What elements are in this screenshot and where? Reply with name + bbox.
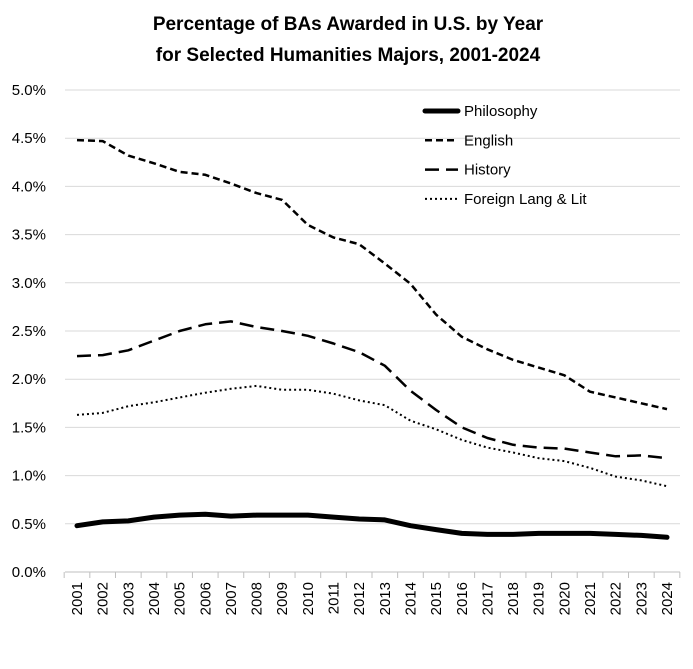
x-tick-label: 2002 xyxy=(95,582,112,615)
chart-title-line-1: Percentage of BAs Awarded in U.S. by Yea… xyxy=(153,14,544,35)
legend-label: English xyxy=(464,132,513,149)
y-tick-label: 4.5% xyxy=(12,130,46,147)
x-tick-label: 2022 xyxy=(608,582,625,615)
y-tick-label: 3.0% xyxy=(12,275,46,292)
y-axis-ticks: 0.0% 0.5% 1.0% 1.5% 2.0% 2.5% 3.0% 3.5% 4.0% 4.5%… xyxy=(12,82,46,581)
x-tick-label: 2009 xyxy=(274,582,291,615)
x-tick-label: 2011 xyxy=(326,582,343,614)
y-tick-label: 2.5% xyxy=(12,323,46,340)
series-line xyxy=(76,384,668,488)
y-tick-label: 0.0% xyxy=(12,564,46,581)
gridlines xyxy=(65,89,680,525)
x-tick-label: 2021 xyxy=(582,582,599,615)
x-tick-label: 2005 xyxy=(172,582,189,615)
y-tick-label: 4.0% xyxy=(12,178,46,195)
x-tick-label: 2023 xyxy=(633,582,650,615)
legend-label: Philosophy xyxy=(464,103,538,120)
y-tick-label: 1.0% xyxy=(12,468,46,485)
legend: Philosophy English History Foreign Lang & L… xyxy=(422,103,587,208)
legend-label: Foreign Lang & Lit xyxy=(464,191,587,208)
x-tick-label: 2004 xyxy=(146,582,163,615)
x-tick-label: 2017 xyxy=(479,582,496,615)
x-tick-label: 2007 xyxy=(223,582,240,615)
series-line xyxy=(74,511,670,540)
x-tick-label: 2019 xyxy=(531,582,548,615)
x-tick-label: 2015 xyxy=(428,582,445,615)
x-tick-label: 2008 xyxy=(249,582,266,615)
y-tick-label: 2.0% xyxy=(12,371,46,388)
x-tick-label: 2006 xyxy=(197,582,214,615)
x-tick-label: 2024 xyxy=(659,582,676,615)
x-tick-label: 2018 xyxy=(505,582,522,615)
x-tick-label: 2012 xyxy=(351,582,368,615)
x-tick-label: 2001 xyxy=(69,582,86,615)
series-lines xyxy=(74,138,670,540)
legend-label: History xyxy=(464,162,511,179)
y-tick-label: 3.5% xyxy=(12,227,46,244)
x-tick-label: 2016 xyxy=(454,582,471,615)
x-tick-label: 2010 xyxy=(300,582,317,615)
y-tick-label: 5.0% xyxy=(12,82,46,99)
x-axis: 2001 2002 2003 2004 2005 2006 2007 2008 2009 2010… xyxy=(63,571,681,615)
x-tick-label: 2020 xyxy=(556,582,573,615)
chart-title-line-2: for Selected Humanities Majors, 2001-202… xyxy=(156,45,541,66)
series-line xyxy=(76,320,668,460)
y-tick-label: 1.5% xyxy=(12,419,46,436)
series-line xyxy=(76,138,668,411)
x-tick-label: 2014 xyxy=(402,582,419,615)
x-tick-label: 2003 xyxy=(120,582,137,615)
x-tick-label: 2013 xyxy=(377,582,394,615)
y-tick-label: 0.5% xyxy=(12,516,46,533)
